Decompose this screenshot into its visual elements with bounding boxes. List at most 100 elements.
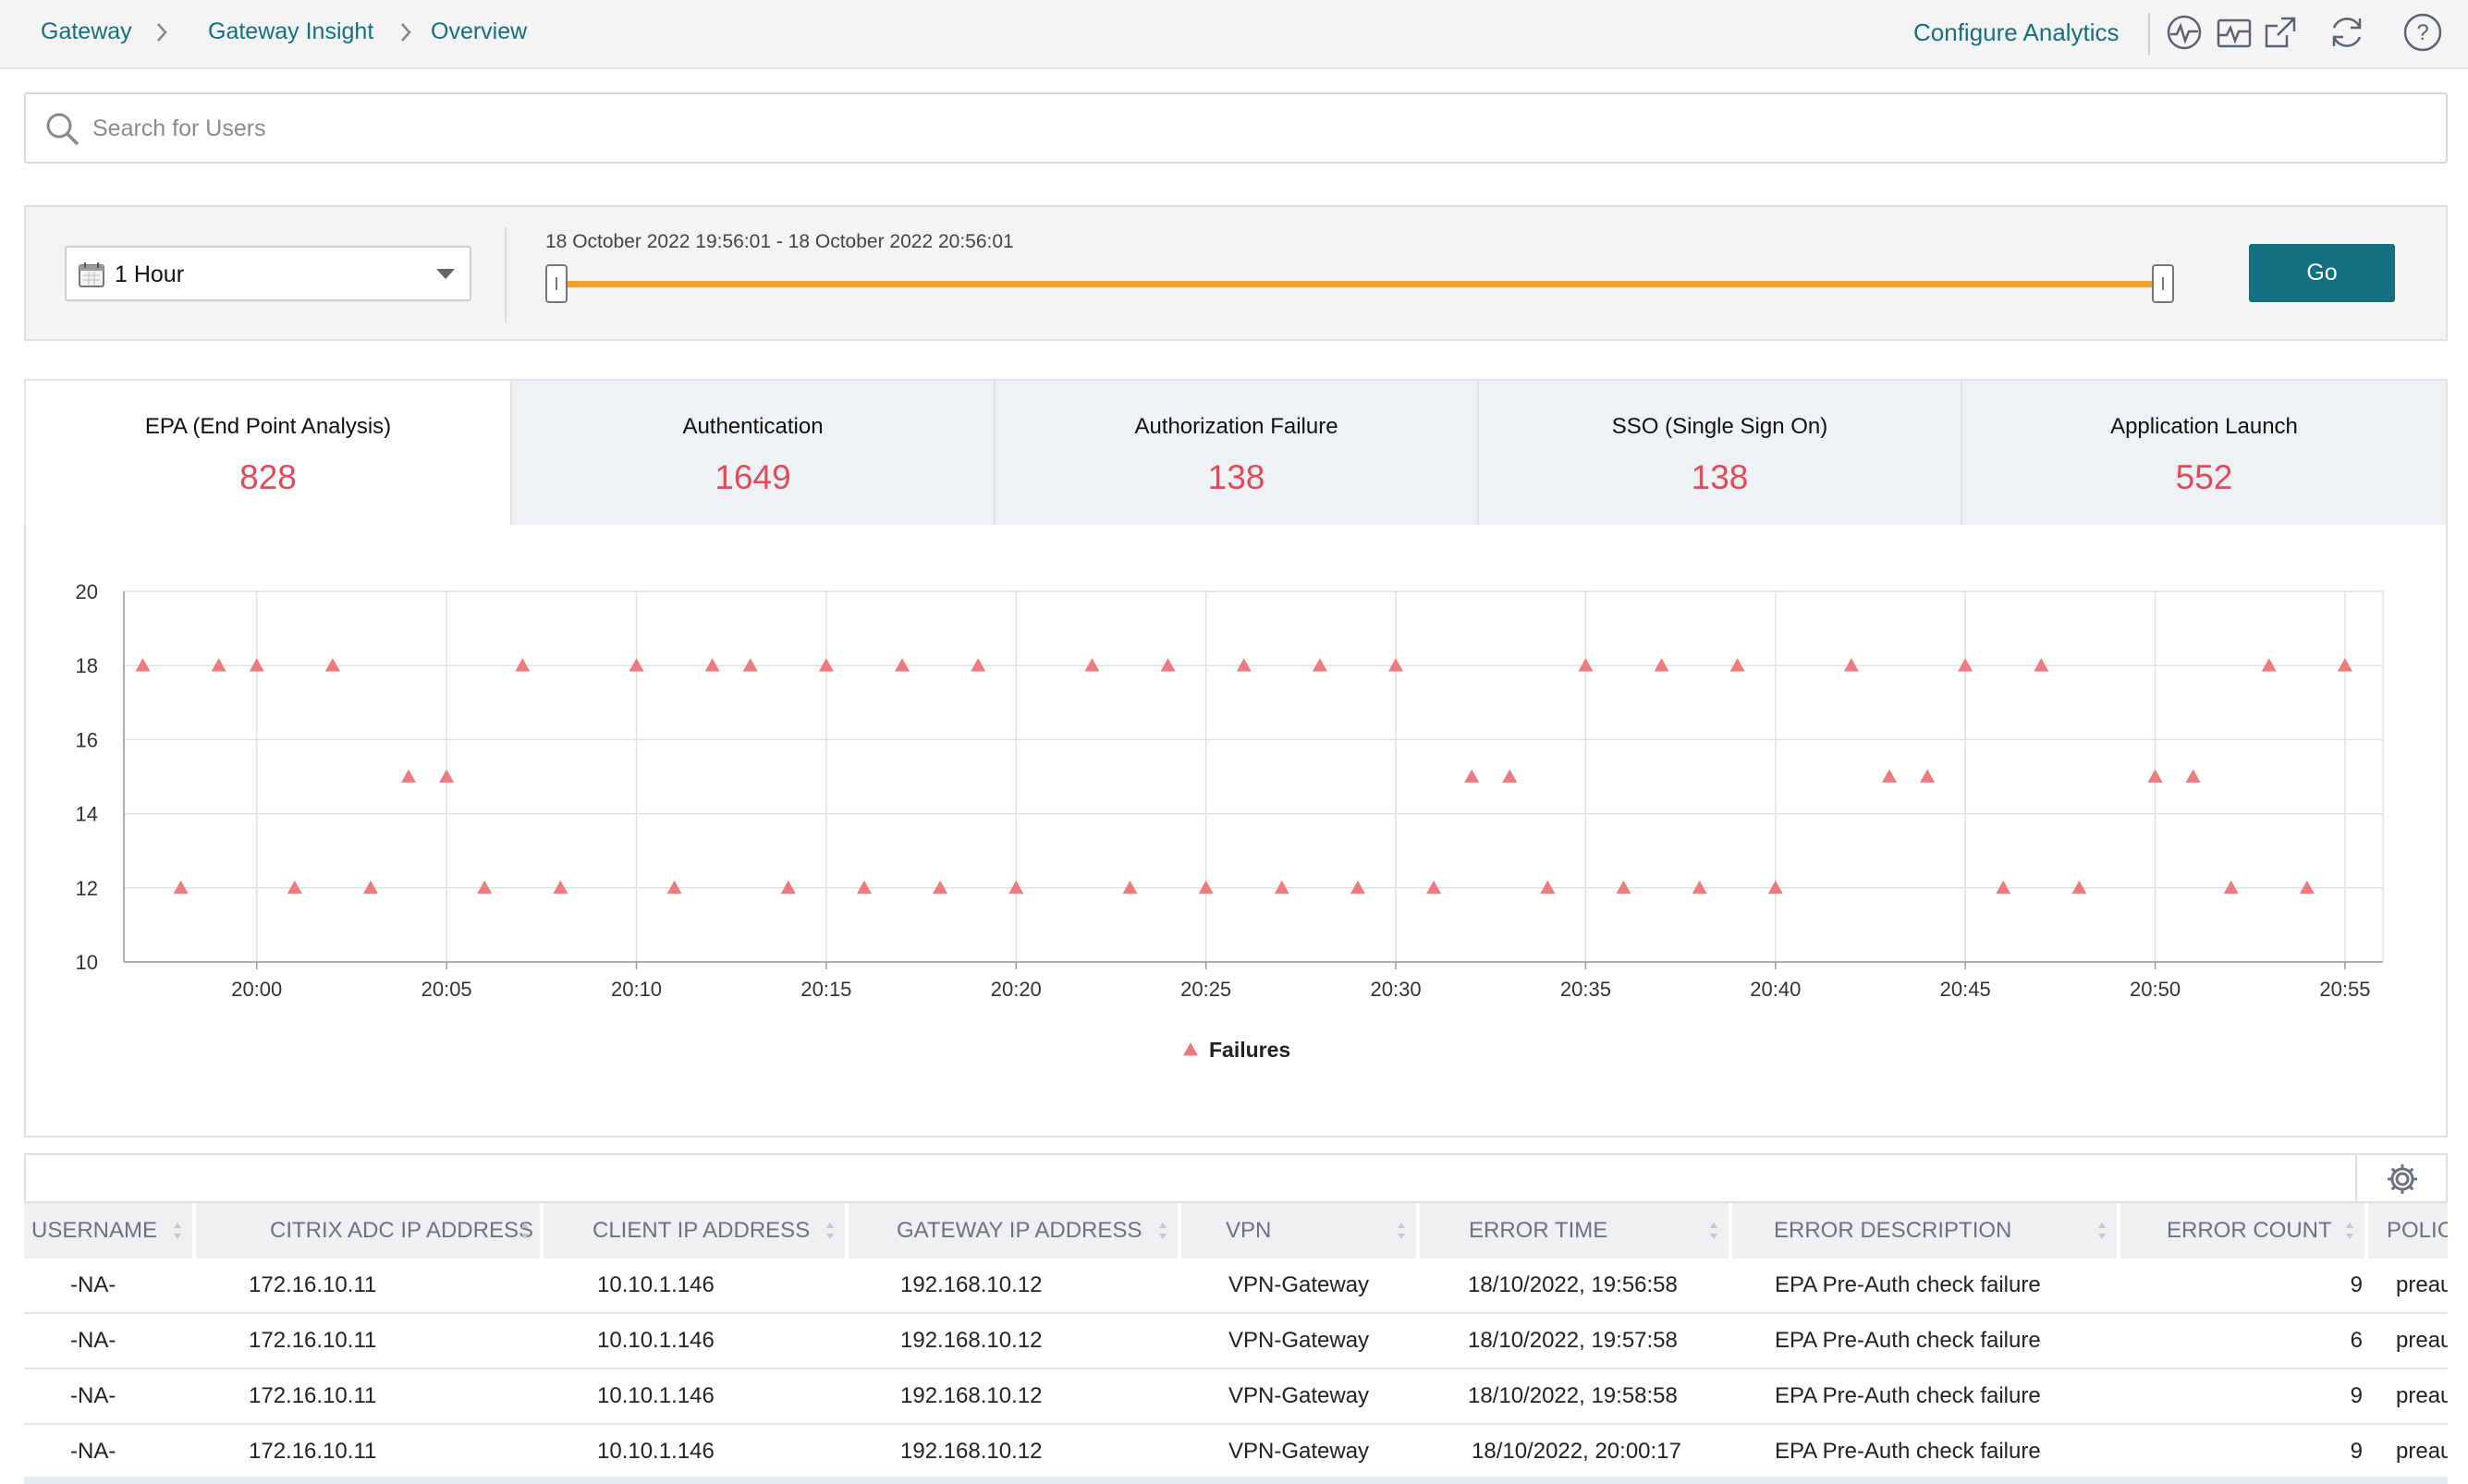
top-bar: Gateway Gateway Insight Overview Configu… — [0, 0, 2468, 69]
tile-epa[interactable]: EPA (End Point Analysis) 828 — [24, 379, 512, 527]
column-header-error-description[interactable]: ERROR DESCRIPTION — [1732, 1203, 2120, 1259]
cell-adc-ip: 172.16.10.11 — [249, 1328, 377, 1353]
data-point — [1729, 658, 1745, 672]
pulse-icon[interactable] — [2163, 11, 2205, 54]
sort-icon — [1159, 1222, 1167, 1239]
data-point — [1578, 658, 1594, 672]
data-point — [173, 880, 189, 894]
cell-adc-ip: 172.16.10.11 — [249, 1439, 377, 1464]
data-point — [1008, 880, 1024, 894]
data-point — [1502, 769, 1518, 783]
data-point — [2147, 769, 2163, 783]
cell-policy: preau — [2396, 1383, 2448, 1408]
tile-title: EPA (End Point Analysis) — [144, 414, 392, 439]
data-point — [818, 658, 834, 672]
divider — [505, 227, 507, 323]
data-point — [1198, 880, 1214, 894]
x-tick-label: 20:05 — [422, 978, 472, 1001]
go-button[interactable]: Go — [2249, 244, 2395, 302]
sort-icon — [2098, 1222, 2106, 1239]
column-header-gateway-ip[interactable]: GATEWAY IP ADDRESS — [849, 1203, 1181, 1259]
column-header-policy[interactable]: POLIC — [2368, 1203, 2448, 1259]
chevron-right-icon — [396, 20, 416, 44]
cell-policy: preau — [2396, 1272, 2448, 1297]
data-point — [742, 658, 758, 672]
breadcrumb-gateway-insight[interactable]: Gateway Insight — [208, 18, 374, 44]
data-point — [629, 658, 644, 672]
x-tick-label: 20:20 — [991, 978, 1042, 1001]
slider-start-handle[interactable] — [545, 264, 568, 303]
column-header-client-ip[interactable]: CLIENT IP ADDRESS — [544, 1203, 849, 1259]
time-range-text: 18 October 2022 19:56:01 - 18 October 20… — [545, 231, 1014, 252]
tile-value: 552 — [2175, 458, 2233, 496]
data-point — [856, 880, 872, 894]
external-link-icon[interactable] — [2259, 11, 2302, 54]
sort-icon — [826, 1222, 834, 1239]
data-point — [2337, 658, 2352, 672]
data-point — [666, 880, 682, 894]
cell-policy: preau — [2396, 1439, 2448, 1464]
cell-vpn: VPN-Gateway — [1228, 1439, 1370, 1464]
calendar-icon — [78, 261, 105, 288]
legend-marker — [1183, 1042, 1198, 1056]
tile-sso[interactable]: SSO (Single Sign On) 138 — [1477, 379, 1962, 527]
table-row[interactable]: -NA- 172.16.10.11 10.10.1.146 192.168.10… — [24, 1425, 2448, 1480]
cell-username: -NA- — [70, 1439, 116, 1464]
column-header-citrix-adc-ip[interactable]: CITRIX ADC IP ADDRESS — [196, 1203, 544, 1259]
column-label: USERNAME — [31, 1218, 158, 1243]
y-tick-label: 16 — [76, 728, 98, 751]
cell-client-ip: 10.10.1.146 — [597, 1383, 715, 1408]
x-tick-label: 20:35 — [1560, 978, 1611, 1001]
data-point — [211, 658, 226, 672]
tile-application-launch[interactable]: Application Launch 552 — [1961, 379, 2448, 527]
refresh-icon[interactable] — [2326, 11, 2368, 54]
table-row[interactable]: -NA- 172.16.10.11 10.10.1.146 192.168.10… — [24, 1259, 2448, 1314]
data-point — [362, 880, 378, 894]
x-tick-label: 20:15 — [800, 978, 851, 1001]
cell-gateway-ip: 192.168.10.12 — [900, 1439, 1043, 1464]
cell-client-ip: 10.10.1.146 — [597, 1439, 715, 1464]
data-point — [553, 880, 568, 894]
sort-icon — [174, 1222, 181, 1239]
cell-vpn: VPN-Gateway — [1228, 1383, 1370, 1408]
data-point — [1274, 880, 1289, 894]
x-tick-label: 20:00 — [231, 978, 282, 1001]
data-point — [1996, 880, 2011, 894]
cell-client-ip: 10.10.1.146 — [597, 1328, 715, 1353]
table-row[interactable]: -NA- 172.16.10.11 10.10.1.146 192.168.10… — [24, 1314, 2448, 1369]
column-header-username[interactable]: USERNAME — [24, 1203, 196, 1259]
data-point — [287, 880, 302, 894]
breadcrumb-gateway[interactable]: Gateway — [41, 18, 132, 44]
cell-error-count: 9 — [2350, 1383, 2363, 1408]
tile-authorization-failure[interactable]: Authorization Failure 138 — [994, 379, 1479, 527]
y-tick-label: 20 — [76, 580, 98, 603]
column-header-error-time[interactable]: ERROR TIME — [1420, 1203, 1732, 1259]
time-range-dropdown[interactable]: 1 Hour — [65, 246, 471, 301]
data-point — [1616, 880, 1631, 894]
table-settings-button[interactable] — [2355, 1155, 2446, 1201]
data-point — [1388, 658, 1404, 672]
column-header-vpn[interactable]: VPN — [1181, 1203, 1420, 1259]
slider-end-handle[interactable] — [2152, 264, 2174, 303]
data-point — [1426, 880, 1442, 894]
time-range-slider-track[interactable] — [553, 281, 2172, 287]
help-icon[interactable]: ? — [2401, 11, 2444, 54]
data-point — [1464, 769, 1480, 783]
column-header-error-count[interactable]: ERROR COUNT — [2120, 1203, 2368, 1259]
tile-authentication[interactable]: Authentication 1649 — [510, 379, 996, 527]
x-tick-label: 20:10 — [611, 978, 662, 1001]
data-point — [1236, 658, 1252, 672]
activity-chart-icon[interactable] — [2213, 11, 2255, 54]
summary-tiles: EPA (End Point Analysis) 828 Authenticat… — [24, 379, 2448, 527]
search-icon — [44, 111, 81, 148]
y-tick-label: 14 — [76, 803, 98, 826]
tile-value: 1649 — [715, 458, 791, 496]
configure-analytics-link[interactable]: Configure Analytics — [1913, 18, 2120, 46]
search-input[interactable] — [92, 105, 2403, 152]
data-point — [1312, 658, 1327, 672]
column-label: ERROR DESCRIPTION — [1774, 1218, 2012, 1243]
column-label: CITRIX ADC IP ADDRESS — [270, 1218, 533, 1243]
table-row[interactable]: -NA- 172.16.10.11 10.10.1.146 192.168.10… — [24, 1369, 2448, 1425]
cell-error-time: 18/10/2022, 19:56:58 — [1468, 1272, 1678, 1297]
cell-error-count: 9 — [2350, 1272, 2363, 1297]
